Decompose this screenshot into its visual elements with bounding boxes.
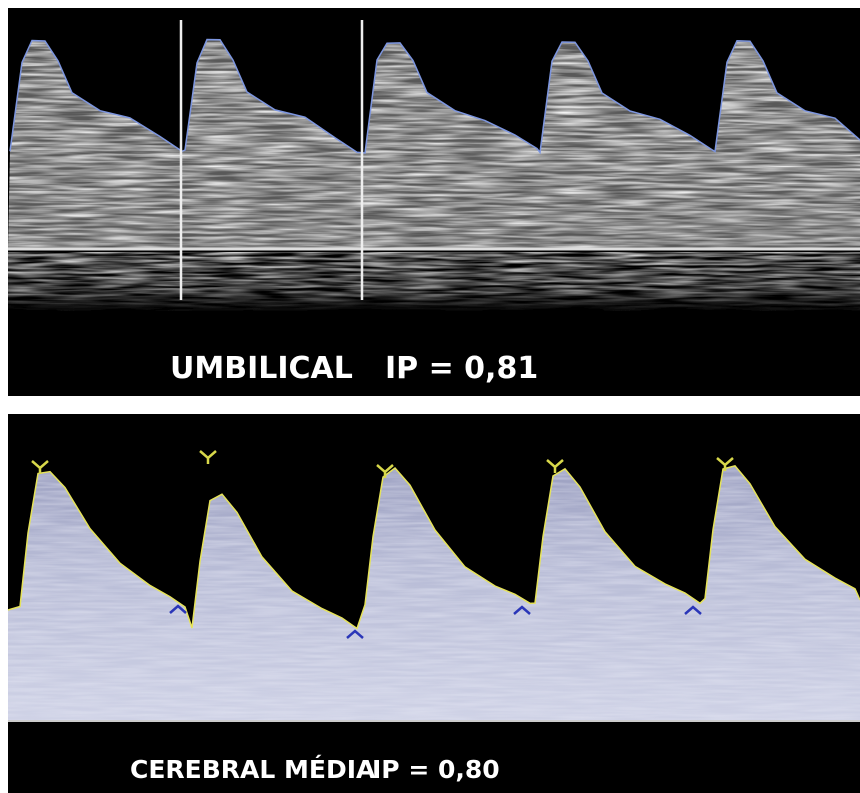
peak-marker bbox=[546, 459, 564, 473]
umbilical-index: IP = 0,81 bbox=[385, 351, 538, 386]
mca-index: IP = 0,80 bbox=[372, 755, 500, 784]
spectrum-texture bbox=[8, 465, 860, 720]
trough-marker bbox=[684, 605, 702, 615]
forward-flow bbox=[8, 39, 860, 248]
trough-marker bbox=[346, 629, 364, 639]
umbilical-waveform bbox=[8, 20, 860, 312]
trough-marker bbox=[169, 604, 187, 614]
umbilical-vessel: UMBILICAL bbox=[170, 351, 353, 386]
peak-marker bbox=[716, 457, 734, 471]
envelope bbox=[7, 465, 860, 630]
forward-flow-base bbox=[8, 39, 860, 248]
trough-marker bbox=[513, 605, 531, 615]
envelope bbox=[9, 38, 860, 155]
mca-waveform bbox=[7, 450, 860, 722]
peak-marker bbox=[31, 460, 49, 474]
reverse-flow bbox=[8, 252, 860, 312]
peak-marker bbox=[376, 464, 394, 478]
mca-vessel: CEREBRAL MÉDIA bbox=[130, 755, 376, 784]
peak-marker bbox=[199, 450, 217, 464]
